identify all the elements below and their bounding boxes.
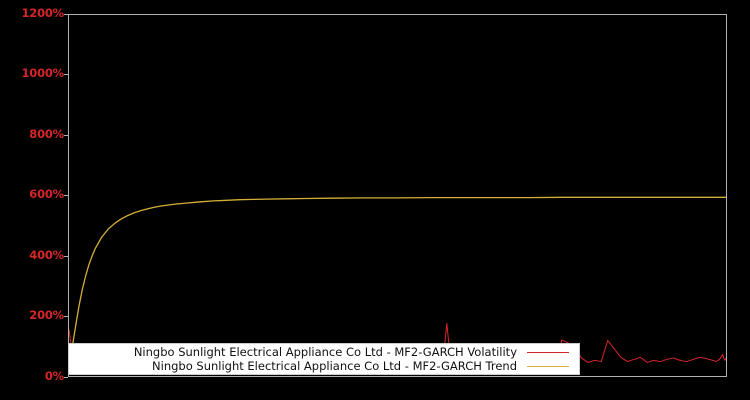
- legend-swatch-trend: [527, 365, 569, 367]
- legend-label-volatility: Ningbo Sunlight Electrical Appliance Co …: [133, 345, 517, 359]
- y-tick-mark: [64, 316, 68, 317]
- y-tick-label-400: 400%: [29, 248, 64, 262]
- y-tick-mark: [64, 256, 68, 257]
- series-line-trend: [69, 196, 726, 369]
- legend-swatch-volatility: [527, 351, 569, 353]
- legend-entry-volatility: Ningbo Sunlight Electrical Appliance Co …: [69, 345, 579, 359]
- plot-area: [68, 14, 727, 377]
- legend-entry-trend: Ningbo Sunlight Electrical Appliance Co …: [69, 359, 579, 373]
- y-tick-label-800: 800%: [29, 127, 64, 141]
- y-tick-label-1200: 1200%: [21, 6, 64, 20]
- y-tick-label-1000: 1000%: [21, 66, 64, 80]
- y-tick-mark: [64, 14, 68, 15]
- y-tick-label-600: 600%: [29, 187, 64, 201]
- series-canvas: [69, 196, 726, 372]
- legend-label-trend: Ningbo Sunlight Electrical Appliance Co …: [152, 359, 517, 373]
- y-tick-mark: [64, 195, 68, 196]
- y-tick-mark: [64, 74, 68, 75]
- y-tick-mark: [64, 135, 68, 136]
- y-tick-mark: [64, 377, 68, 378]
- chart-legend: Ningbo Sunlight Electrical Appliance Co …: [68, 343, 580, 375]
- y-axis: 1200% 1000% 800% 600% 400% 200% 0%: [0, 0, 68, 400]
- y-tick-label-0: 0%: [44, 369, 64, 383]
- y-tick-label-200: 200%: [29, 308, 64, 322]
